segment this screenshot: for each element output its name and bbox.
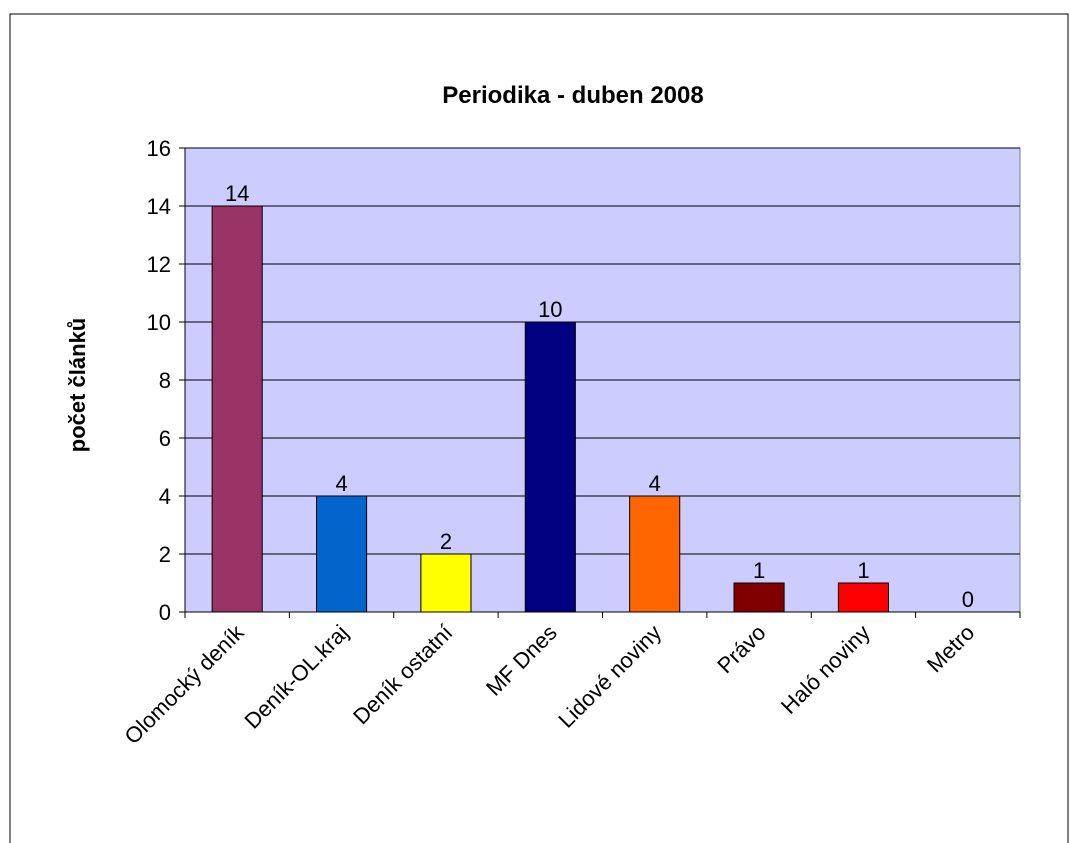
data-label: 1 bbox=[857, 558, 869, 583]
y-tick-label: 2 bbox=[159, 542, 171, 567]
data-label: 14 bbox=[225, 181, 249, 206]
y-tick-label: 16 bbox=[147, 136, 171, 161]
data-label: 0 bbox=[962, 587, 974, 612]
x-tick-label: Deník-OL.kraj bbox=[239, 620, 353, 734]
chart-title: Periodika - duben 2008 bbox=[442, 82, 703, 109]
data-label: 4 bbox=[649, 471, 661, 496]
bar bbox=[420, 553, 472, 613]
x-tick-label: Lidové noviny bbox=[553, 620, 666, 733]
y-tick-label: 8 bbox=[159, 368, 171, 393]
bar bbox=[837, 582, 889, 613]
y-tick-label: 10 bbox=[147, 310, 171, 335]
bar bbox=[211, 205, 263, 613]
data-label: 10 bbox=[538, 297, 562, 322]
chart-border bbox=[9, 13, 1069, 843]
data-label: 4 bbox=[335, 471, 347, 496]
y-tick-label: 0 bbox=[159, 600, 171, 625]
bar bbox=[524, 321, 576, 613]
x-tick-label: Haló noviny bbox=[776, 620, 875, 719]
data-label: 1 bbox=[753, 558, 765, 583]
bar bbox=[629, 495, 681, 613]
bar bbox=[316, 495, 368, 613]
x-tick-label: Metro bbox=[922, 620, 979, 677]
x-tick-label: Olomocký deník bbox=[120, 619, 250, 749]
x-tick-label: Deník ostatní bbox=[348, 620, 457, 729]
data-label: 2 bbox=[440, 529, 452, 554]
bar bbox=[733, 582, 785, 613]
x-tick-label: MF Dnes bbox=[481, 620, 562, 701]
y-tick-label: 12 bbox=[147, 252, 171, 277]
y-axis-label: počet článků bbox=[65, 318, 90, 452]
y-tick-label: 4 bbox=[159, 484, 171, 509]
y-tick-label: 6 bbox=[159, 426, 171, 451]
y-tick-label: 14 bbox=[147, 194, 171, 219]
x-tick-label: Právo bbox=[712, 620, 770, 678]
